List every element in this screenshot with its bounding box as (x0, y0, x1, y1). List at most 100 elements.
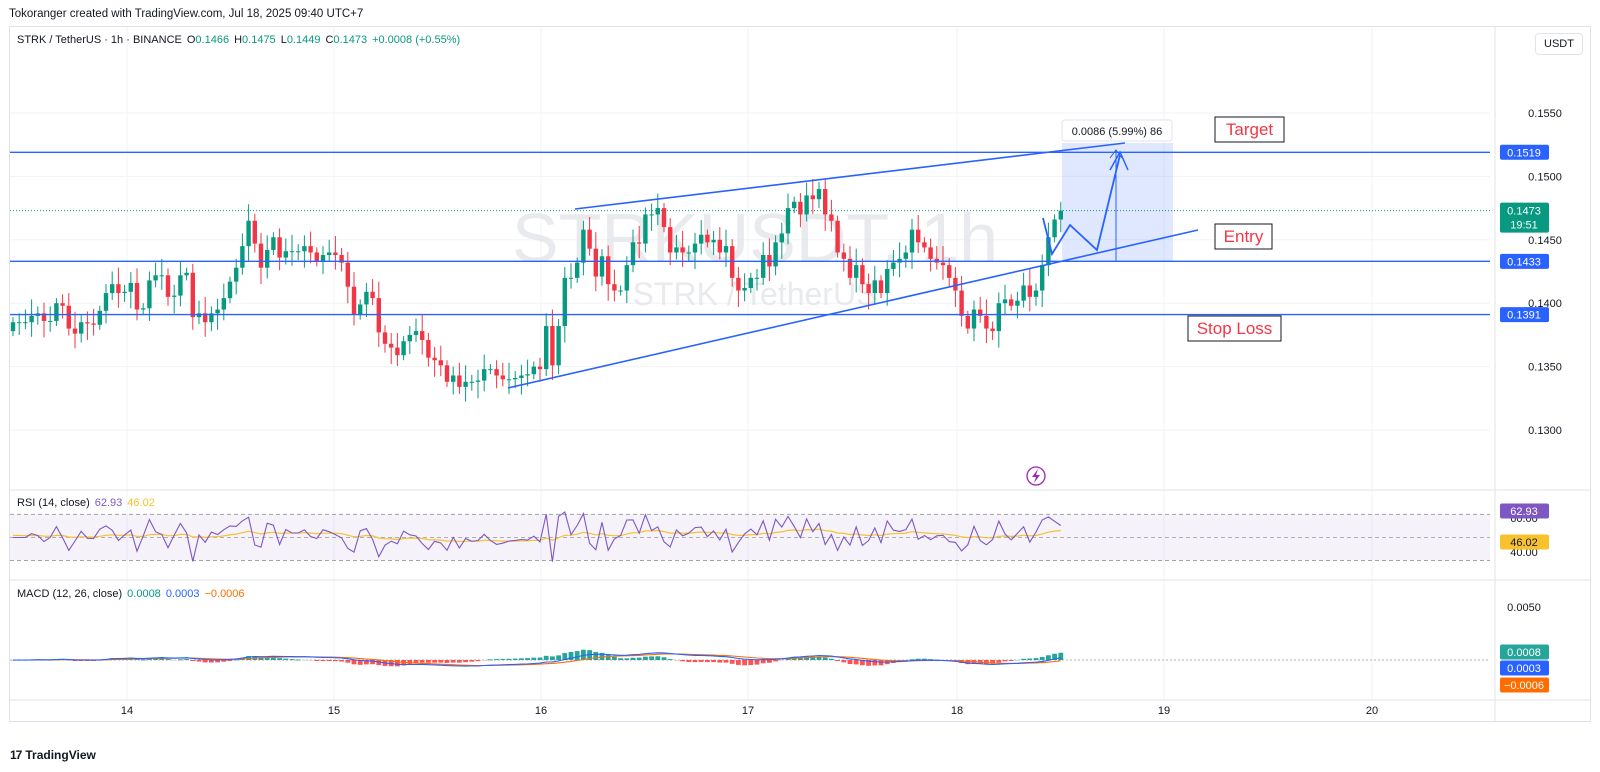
candle-body (835, 220, 840, 253)
candle-body (128, 282, 133, 292)
candle-body (599, 256, 605, 277)
candle-body (1040, 265, 1045, 291)
macd-histogram-bar (1039, 656, 1045, 660)
candle-body (612, 284, 617, 291)
macd-histogram-bar (438, 660, 444, 663)
candle-body (996, 303, 1001, 332)
candle-body (1052, 219, 1057, 238)
candle-body (457, 375, 462, 387)
candle-body (537, 366, 543, 370)
candle-body (661, 208, 667, 228)
x-tick-label: 18 (951, 705, 963, 717)
macd-histogram-bar (1058, 652, 1064, 660)
stop-price-tag: 0.1391 (1507, 310, 1541, 322)
macd-scale-label: 0.0050 (1507, 602, 1541, 614)
candle-body (643, 214, 648, 244)
candle-body (401, 341, 406, 356)
candle-body (469, 381, 474, 383)
rsi-ma-tag: 46.02 (1510, 537, 1538, 549)
candle-body (97, 310, 102, 325)
candle-body (389, 343, 394, 348)
candle-body (258, 243, 264, 268)
candle-body (271, 237, 276, 250)
macd-histogram-bar (723, 660, 729, 663)
drawing-overlays: 0.0086 (5.99%) 86 Target Entry Stop Loss (10, 116, 1490, 486)
macd-histogram-bar (618, 658, 623, 660)
candle-body (358, 304, 363, 315)
candle-body (178, 275, 183, 296)
macd-histogram-bar (165, 659, 171, 661)
macd-histogram-bar (729, 660, 735, 664)
macd-histogram-bar (271, 657, 276, 660)
candle-body (103, 293, 109, 311)
macd-histogram-bar (692, 660, 698, 663)
candle-body (699, 234, 704, 244)
candle-body (872, 280, 877, 294)
candle-body (959, 290, 964, 316)
candle-body (116, 284, 121, 294)
candle-body (761, 255, 766, 278)
macd-histogram-bar (364, 660, 369, 665)
macd-histogram-bar (736, 660, 741, 665)
macd-histogram-bar (134, 658, 140, 660)
macd-histogram-bar (432, 660, 437, 663)
currency-button[interactable]: USDT (1535, 33, 1583, 55)
candle-body (351, 286, 357, 315)
macd-histogram-bar (922, 658, 927, 660)
macd-histogram-bar (649, 656, 654, 660)
candle-body (1027, 285, 1032, 297)
candle-body (736, 277, 741, 291)
candle-body (575, 262, 580, 278)
macd-histogram-bar (537, 657, 543, 660)
macd-histogram-bar (767, 660, 772, 663)
macd-histogram-bar (258, 657, 264, 660)
tradingview-logo[interactable]: 17 TradingView (10, 748, 96, 762)
candle-body (147, 280, 152, 309)
macd-histogram-bar (760, 660, 766, 664)
rsi-pane (10, 511, 1490, 562)
candle-body (234, 267, 239, 282)
macd-histogram-bar (624, 658, 630, 660)
candle-body (54, 303, 59, 321)
macd-hist-tag: 0.0008 (1507, 647, 1541, 659)
candle-body (488, 369, 493, 371)
macd-histogram-bar (308, 660, 313, 661)
legend-symbol: STRK / TetherUS · 1h · BINANCE (17, 34, 182, 46)
candle-body (581, 229, 586, 263)
macd-histogram-bar (835, 660, 840, 661)
candle-body (141, 308, 146, 310)
macd-histogram-bar (556, 655, 561, 660)
candle-body (878, 280, 884, 294)
macd-histogram-bar (636, 657, 642, 660)
candle-body (674, 247, 679, 253)
candle-body (773, 242, 778, 267)
macd-histogram-bar (333, 660, 338, 662)
entry-annotation-box (1214, 223, 1273, 250)
candle-body (438, 360, 443, 366)
candle-body (506, 379, 512, 381)
macd-histogram-bar (996, 660, 1002, 663)
candle-body (407, 334, 412, 342)
macd-histogram-bar (512, 658, 518, 660)
macd-histogram-bar (469, 660, 475, 662)
candle-body (494, 369, 499, 376)
macd-histogram-bar (798, 657, 803, 660)
macd-histogram-bar (463, 660, 468, 663)
macd-histogram-bar (376, 660, 382, 666)
candle-body (754, 277, 760, 279)
macd-histogram-bar (339, 660, 344, 662)
countdown-tag: 19:51 (1510, 220, 1538, 232)
macd-histogram-bar (295, 659, 301, 661)
target-price-tag: 0.1519 (1507, 147, 1541, 159)
macd-histogram-bar (990, 660, 995, 664)
x-tick-label: 20 (1366, 705, 1378, 717)
macd-histogram-bar (1008, 660, 1014, 661)
macd-histogram-bar (196, 660, 202, 662)
macd-histogram-bar (667, 659, 673, 661)
candle-body (215, 309, 220, 314)
macd-line (13, 652, 1061, 667)
legend-open: 0.1466 (195, 34, 230, 46)
macd-histogram-bar (965, 660, 971, 665)
